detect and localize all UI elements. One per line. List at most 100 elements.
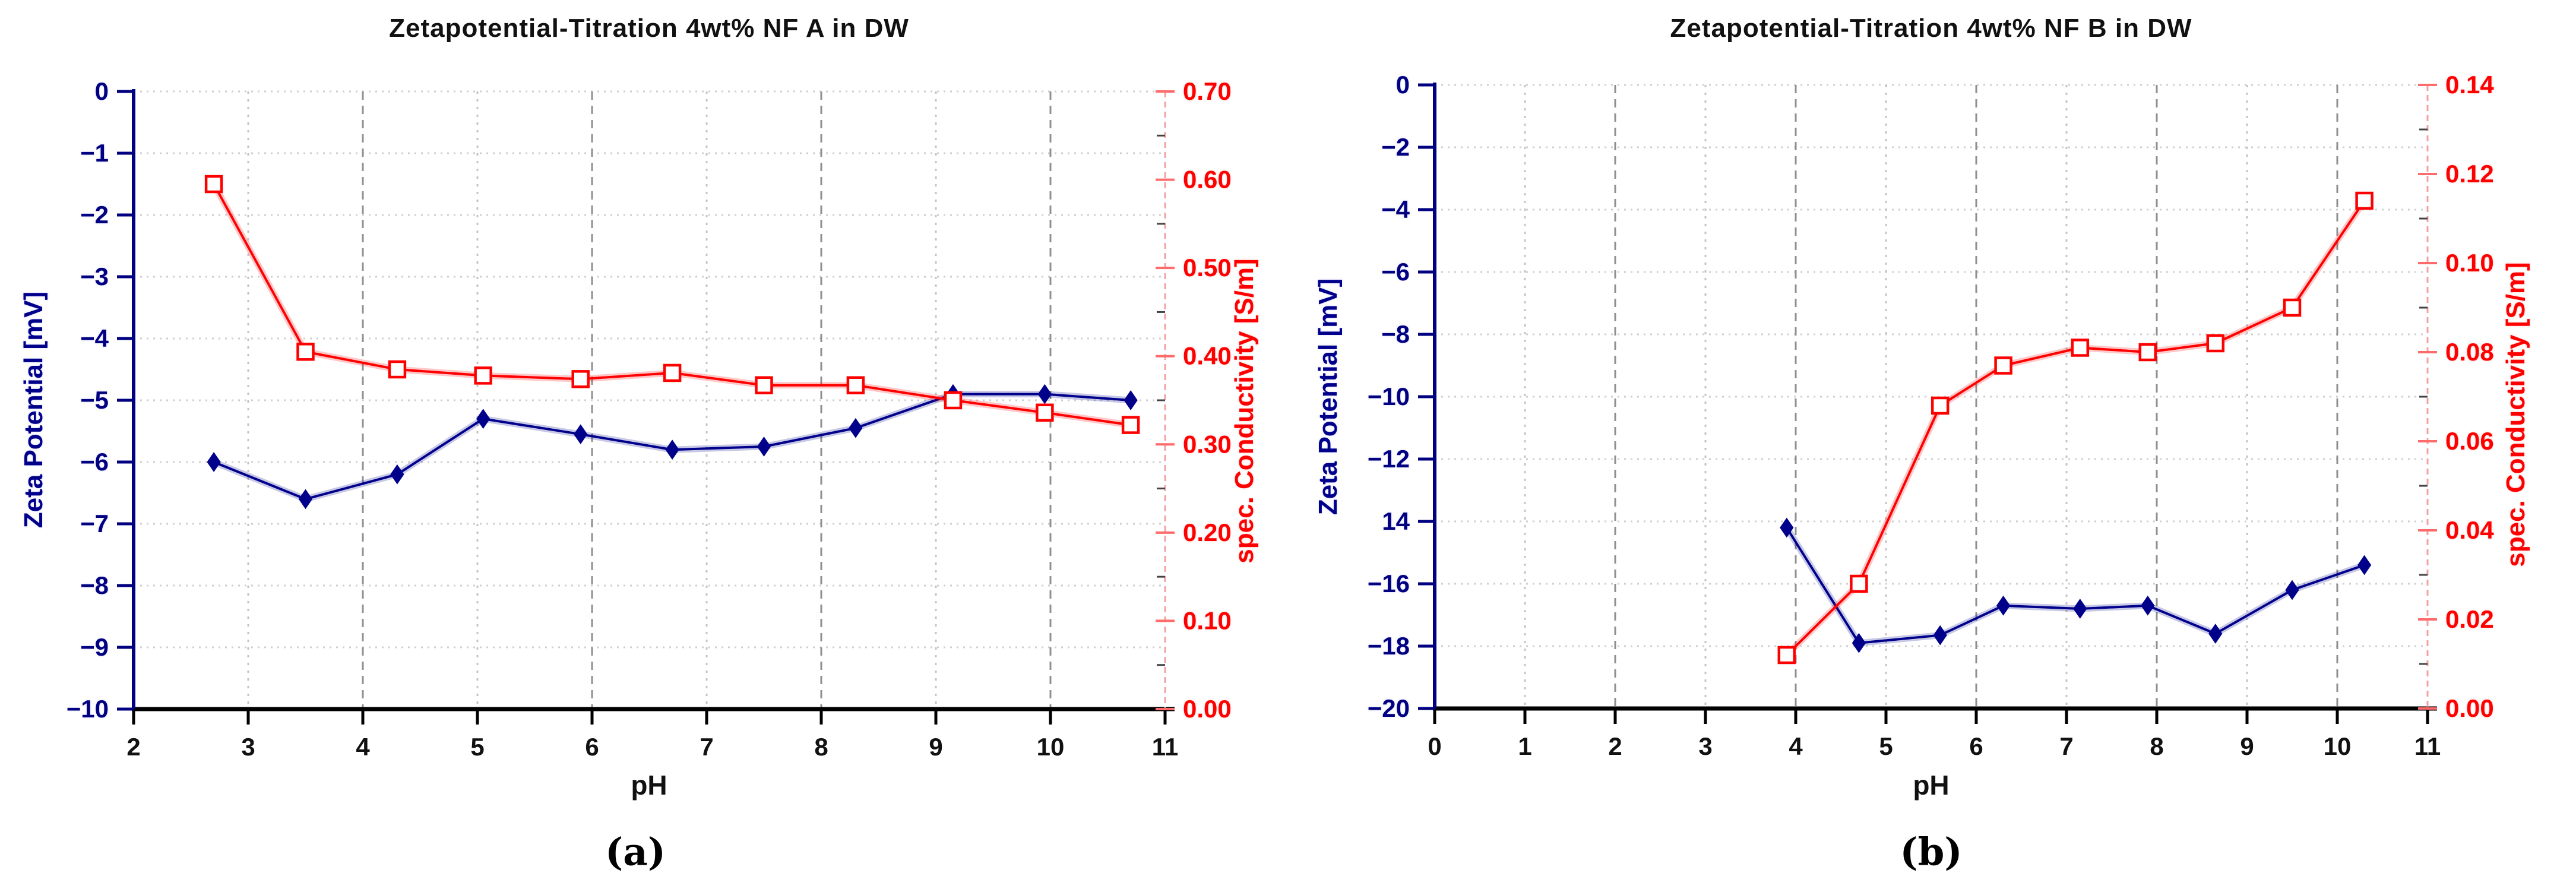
left-y-tick-label: −1 [80,139,109,167]
spec-conductivity-data-point [1931,396,1950,415]
zeta-potential-data-point [298,489,313,510]
x-tick-label: 5 [470,733,484,761]
zeta-potential-data-point [2073,599,2087,619]
spec-conductivity-data-point [1036,403,1054,422]
left-y-tick-label: −18 [1368,632,1410,660]
left-y-tick-label: −5 [80,386,109,414]
zeta-potential-data-point [1996,595,2011,616]
right-y-tick-label: 0.10 [1183,606,1232,634]
right-y-tick-label: 0.00 [1183,695,1232,723]
left-y-tick-label: 0 [95,77,109,105]
left-y-tick-label: −6 [1381,258,1410,286]
right-y-tick-label: 0.10 [2445,249,2494,277]
x-tick-label: 7 [700,733,713,761]
right-y-tick-label: 0.12 [2445,160,2494,188]
right-y-tick-label: 0.00 [2445,694,2494,722]
chart-b-title: Zetapotential-Titration 4wt% NF B in DW [1670,14,2192,43]
right-y-tick-label: 0.40 [1183,342,1232,370]
left-y-tick-label: −10 [1368,382,1410,410]
left-y-tick-label: −8 [1381,320,1410,348]
zeta-potential-data-point [2208,624,2223,644]
zeta-potential-data-point [2357,555,2372,575]
chart-a-title: Zetapotential-Titration 4wt% NF A in DW [389,14,909,43]
zeta-potential-data-point [476,409,490,429]
left-y-tick-label: −12 [1368,445,1410,473]
spec-conductivity-data-point [388,360,407,379]
chart-a-left-axis-title: Zeta Potential [mV] [19,291,48,529]
spec-conductivity-data-point [474,366,492,385]
x-tick-label: 4 [356,733,370,761]
x-tick-label: 10 [1037,733,1065,761]
left-y-tick-label: −6 [80,448,109,476]
right-y-tick-label: 0.08 [2445,338,2494,366]
zeta-potential-data-point [665,439,679,460]
spec-conductivity-data-point [755,376,773,394]
spec-conductivity-data-point [1777,646,1796,665]
chart-b-left-axis-title: Zeta Potential [mV] [1314,278,1343,515]
x-tick-label: 6 [1969,732,1983,760]
left-y-tick-label: −2 [80,201,109,229]
x-tick-label: 3 [241,733,255,761]
spec-conductivity-data-point [296,343,315,361]
x-tick-label: 7 [2059,732,2073,760]
right-y-tick-label: 0.06 [2445,427,2494,455]
chart-a-right-axis-title: spec. Conductivity [S/m] [1230,258,1259,564]
chart-a-canvas: 2 3 4 5 6 7 8 9 10 11 0 −1 −2 −3 −4 −5 −6 −7 −8 −9 −10 0.70 0.… [67,77,1232,761]
spec-conductivity-data-point [1994,356,2012,375]
right-y-tick-label: 0.50 [1183,254,1232,281]
x-tick-label: 8 [2150,732,2163,760]
spec-conductivity-line [213,184,1131,426]
left-y-tick-label: −2 [1381,133,1410,161]
x-tick-label: 11 [1152,733,1178,761]
left-y-tick-label: −4 [80,324,109,352]
spec-conductivity-data-point [944,391,963,410]
zeta-potential-data-point [390,464,404,485]
chart-b-canvas: 0 1 2 3 4 5 6 7 8 9 10 11 0 −2 −4 −6 −8 −10 −12 14 −16 −18 −20… [1368,71,2495,760]
chart-b-right-axis-title: spec. Conductivity [S/m] [2501,262,2530,567]
left-y-tick-label: −3 [80,262,109,290]
spec-conductivity-data-point [846,376,865,394]
spec-conductivity-line-glow [211,182,1131,429]
spec-conductivity-line-glow [1784,198,2368,657]
right-y-tick-label: 0.30 [1183,430,1232,458]
spec-conductivity-line [1786,200,2366,656]
chart-a-xaxis-title: pH [631,770,667,801]
zeta-potential-data-point [1780,517,1794,538]
left-y-tick-label: 14 [1382,507,1410,535]
left-y-tick-label: −7 [80,510,109,537]
x-tick-label: 3 [1698,732,1712,760]
left-y-tick-label: −8 [80,571,109,599]
left-y-tick-label: −16 [1368,570,1410,597]
zeta-potential-data-point [574,424,588,445]
right-y-tick-label: 0.02 [2445,605,2494,633]
right-y-tick-label: 0.60 [1183,166,1232,194]
left-y-tick-label: −9 [80,633,109,661]
zeta-potential-data-point [2285,580,2299,600]
left-y-tick-label: 0 [1396,71,1410,99]
zeta-potential-data-point [757,436,771,457]
right-y-tick-label: 0.04 [2445,516,2494,544]
spec-conductivity-data-point [1121,416,1140,434]
spec-conductivity-data-point [1850,574,1868,593]
zeta-potential-data-point [207,452,221,472]
x-tick-label: 11 [2414,732,2441,760]
chart-b-caption: (b) [1900,830,1963,875]
x-tick-label: 9 [929,733,942,761]
zeta-potential-data-point [849,417,863,438]
left-y-tick-label: −10 [67,695,109,723]
zeta-potential-data-point [1852,632,1866,653]
x-tick-label: 2 [1608,732,1622,760]
left-y-tick-label: −4 [1381,195,1410,223]
spec-conductivity-data-point [2283,298,2302,317]
x-tick-label: 10 [2324,732,2352,760]
spec-conductivity-data-point [204,175,223,194]
right-y-tick-label: 0.70 [1183,77,1232,105]
zeta-potential-data-point [1124,390,1138,410]
x-tick-label: 4 [1789,732,1803,760]
chart-a-caption: (a) [605,830,666,875]
x-tick-label: 8 [814,733,828,761]
right-y-tick-label: 0.14 [2445,71,2494,99]
x-tick-label: 0 [1428,732,1441,760]
spec-conductivity-data-point [2071,339,2090,357]
